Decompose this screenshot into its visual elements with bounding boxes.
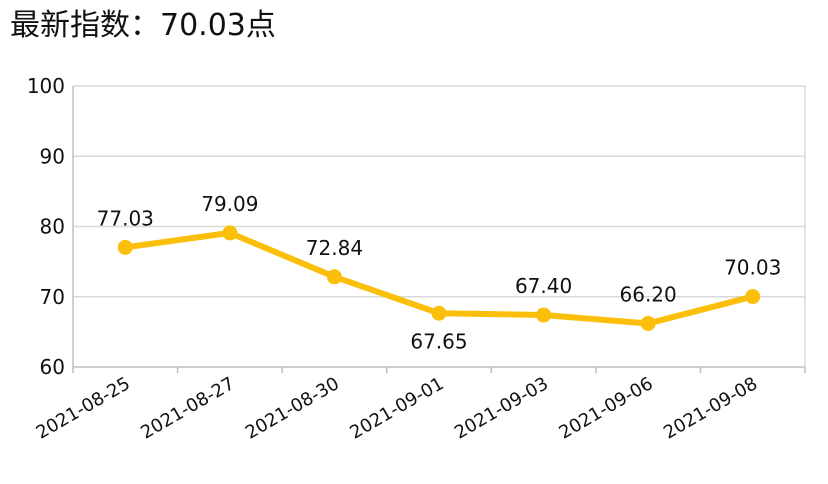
y-tick-label: 70 [40, 285, 65, 309]
data-point [117, 239, 133, 255]
data-label: 77.03 [97, 206, 154, 230]
data-point [326, 269, 342, 285]
x-tick-label: 2021-09-08 [660, 373, 761, 443]
y-tick-label: 80 [40, 215, 65, 239]
x-tick-label: 2021-09-01 [346, 373, 447, 443]
chart-title: 最新指数：70.03点 [10, 8, 276, 43]
data-label: 66.20 [620, 282, 677, 306]
x-tick-label: 2021-08-30 [242, 373, 343, 443]
data-point [222, 225, 238, 241]
y-tick-label: 60 [40, 355, 65, 379]
data-label: 72.84 [306, 236, 363, 260]
x-tick-label: 2021-08-25 [33, 373, 134, 443]
data-label: 67.40 [515, 274, 572, 298]
data-label: 70.03 [724, 256, 781, 280]
x-tick-label: 2021-08-27 [137, 373, 238, 443]
data-label: 67.65 [410, 329, 467, 353]
data-point [536, 307, 552, 323]
data-point [745, 289, 761, 305]
data-label: 79.09 [201, 192, 258, 216]
x-tick-label: 2021-09-06 [556, 373, 657, 443]
x-tick-label: 2021-09-03 [451, 373, 552, 443]
data-point [640, 315, 656, 331]
data-point [431, 305, 447, 321]
y-tick-label: 90 [40, 144, 65, 168]
y-tick-label: 100 [27, 74, 65, 98]
